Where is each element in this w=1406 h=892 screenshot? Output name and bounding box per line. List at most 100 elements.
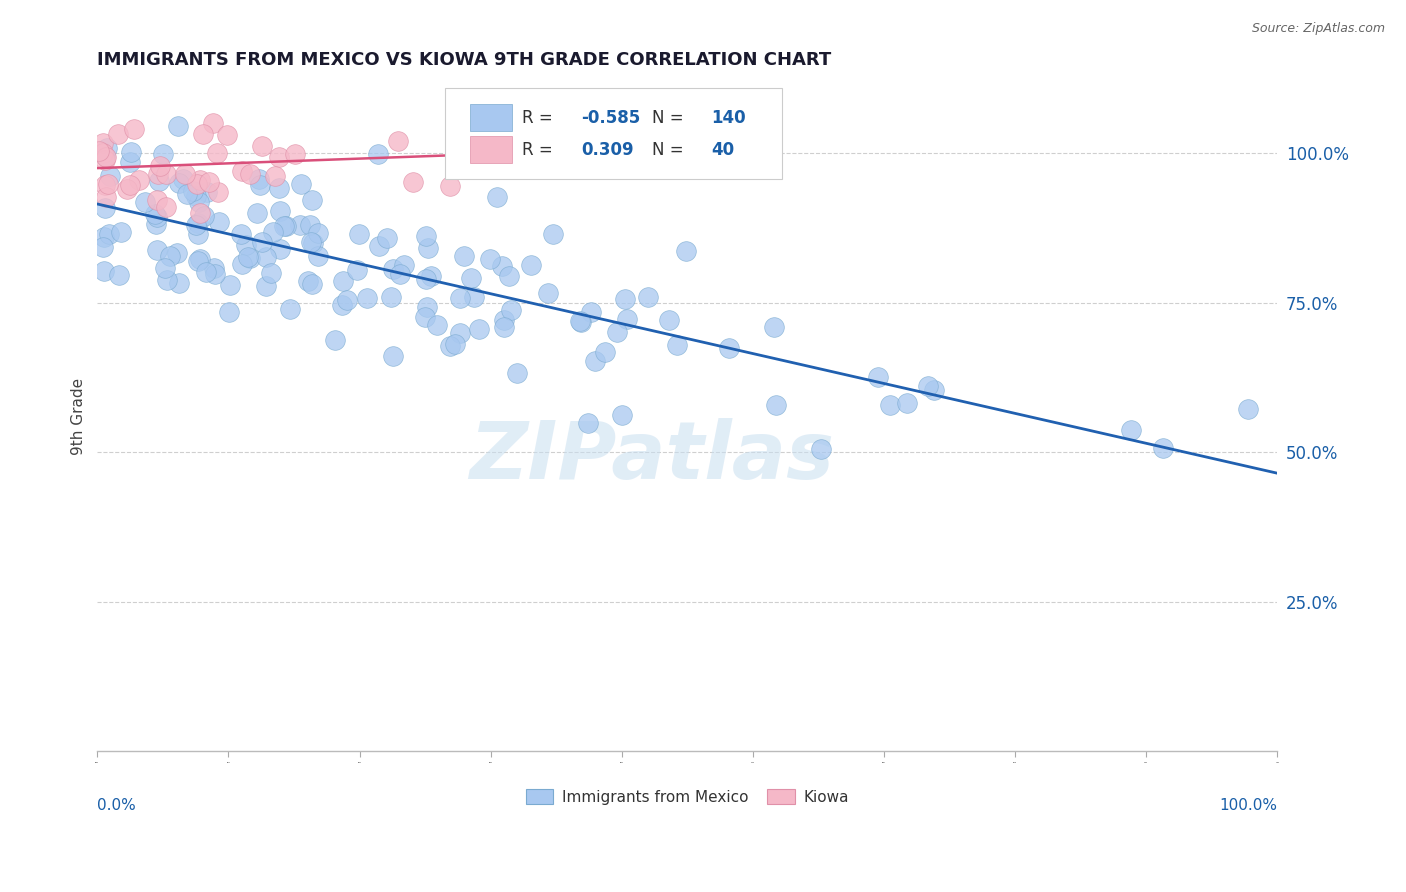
Point — [249, 178, 271, 192]
Point — [187, 254, 209, 268]
Point — [347, 227, 370, 241]
Point — [269, 204, 291, 219]
Point — [208, 214, 231, 228]
Point — [1119, 423, 1142, 437]
Point — [494, 319, 516, 334]
Text: 0.309: 0.309 — [581, 141, 634, 159]
Point — [94, 148, 117, 162]
Point — [453, 250, 475, 264]
FancyBboxPatch shape — [470, 104, 512, 131]
Point — [568, 313, 591, 327]
Point — [485, 190, 508, 204]
Point — [1152, 441, 1174, 455]
Point — [606, 325, 628, 339]
Point — [879, 399, 901, 413]
Point — [231, 163, 253, 178]
Point — [91, 240, 114, 254]
Point — [122, 121, 145, 136]
Point — [159, 249, 181, 263]
Point — [416, 241, 439, 255]
Point — [543, 227, 565, 242]
Point — [368, 239, 391, 253]
Point — [202, 116, 225, 130]
Point — [97, 177, 120, 191]
Point — [810, 442, 832, 457]
Point — [439, 339, 461, 353]
Point — [377, 231, 399, 245]
Point — [924, 384, 946, 398]
Point — [93, 201, 115, 215]
FancyBboxPatch shape — [446, 88, 782, 178]
Text: 140: 140 — [711, 109, 745, 127]
Point — [449, 326, 471, 340]
Point — [254, 250, 277, 264]
Point — [110, 225, 132, 239]
Point — [675, 244, 697, 259]
Point — [537, 285, 560, 300]
Text: 0.0%: 0.0% — [97, 798, 136, 814]
Point — [190, 172, 212, 186]
Point — [1237, 402, 1260, 417]
Point — [195, 185, 218, 199]
Point — [218, 305, 240, 319]
Point — [446, 152, 468, 166]
Point — [145, 218, 167, 232]
Text: Source: ZipAtlas.com: Source: ZipAtlas.com — [1251, 22, 1385, 36]
Point — [204, 268, 226, 282]
Point — [284, 147, 307, 161]
Point — [498, 268, 520, 283]
Point — [269, 181, 291, 195]
Point — [290, 178, 312, 192]
Point — [120, 145, 142, 159]
Point — [96, 141, 118, 155]
Point — [262, 225, 284, 239]
Point — [478, 252, 501, 266]
Point — [382, 349, 405, 363]
Point — [186, 177, 208, 191]
Point — [658, 313, 681, 327]
Point — [263, 169, 285, 183]
Point — [420, 268, 443, 283]
Point — [93, 263, 115, 277]
Point — [146, 194, 169, 208]
Text: N =: N = — [652, 109, 689, 127]
Point — [188, 206, 211, 220]
Point — [402, 175, 425, 189]
Point — [169, 176, 191, 190]
Point — [392, 259, 415, 273]
Point — [439, 178, 461, 193]
Point — [274, 219, 297, 233]
Point — [637, 290, 659, 304]
Text: N =: N = — [652, 141, 689, 159]
Point — [155, 168, 177, 182]
Point — [238, 251, 260, 265]
Point — [149, 159, 172, 173]
Point — [389, 267, 412, 281]
Point — [330, 298, 353, 312]
Point — [583, 353, 606, 368]
Point — [91, 136, 114, 151]
Point — [167, 120, 190, 134]
Point — [120, 178, 142, 193]
Text: ZIPatlas: ZIPatlas — [470, 417, 835, 496]
Point — [107, 127, 129, 141]
Point — [96, 150, 118, 164]
Point — [449, 291, 471, 305]
Point — [215, 128, 238, 142]
Point — [569, 315, 592, 329]
Point — [143, 207, 166, 221]
Point — [235, 238, 257, 252]
FancyBboxPatch shape — [470, 136, 512, 163]
Point — [254, 278, 277, 293]
Point — [184, 189, 207, 203]
Point — [146, 167, 169, 181]
Point — [146, 210, 169, 224]
Point — [98, 227, 121, 242]
Point — [188, 194, 211, 209]
Point — [415, 229, 437, 244]
Point — [269, 150, 291, 164]
Point — [202, 260, 225, 275]
Point — [148, 174, 170, 188]
Point — [187, 227, 209, 242]
Point — [181, 184, 204, 198]
